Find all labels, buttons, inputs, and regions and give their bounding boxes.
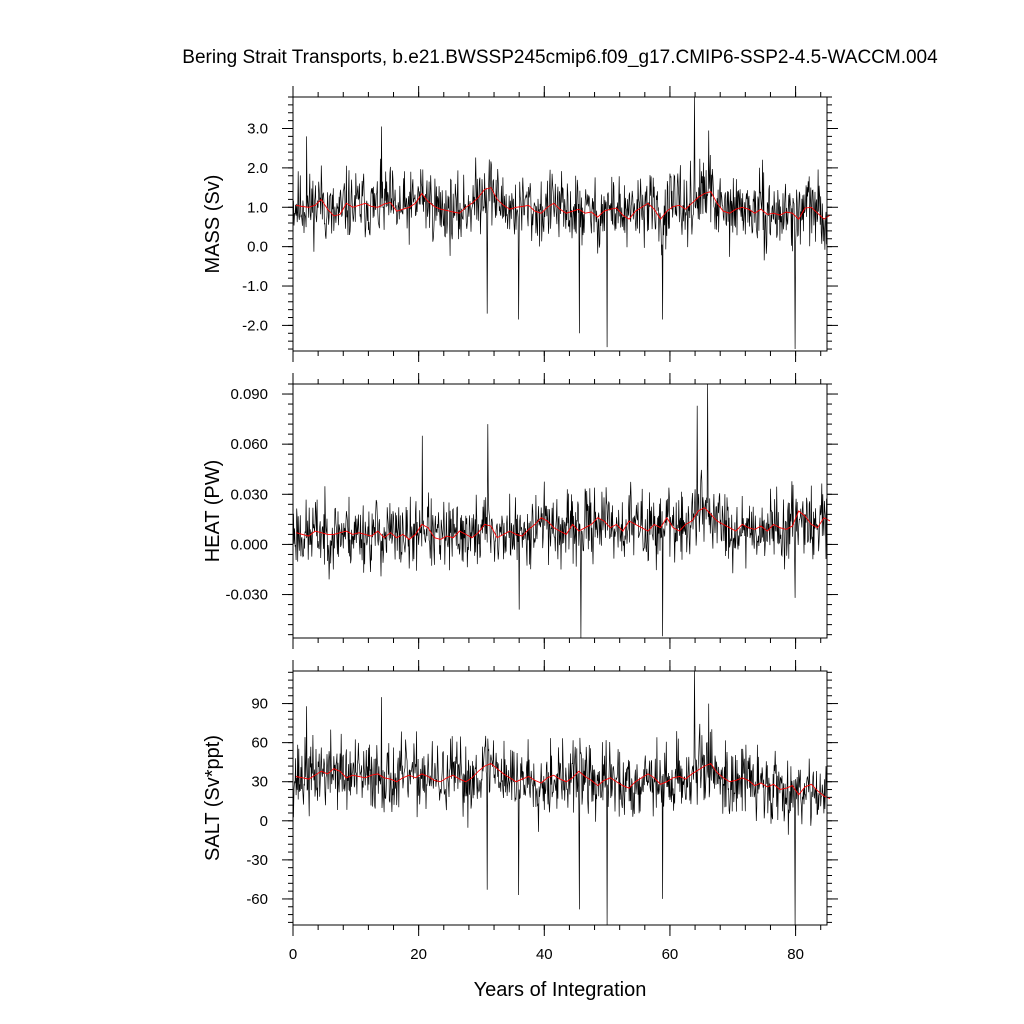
- y-tick-label: 2.0: [247, 160, 268, 177]
- y-axis-title: SALT (Sv*ppt): [202, 735, 224, 861]
- y-tick-label: 3.0: [247, 121, 268, 138]
- monthly-series-line: [292, 383, 828, 639]
- x-tick-label: 40: [536, 946, 553, 963]
- annual-mean-line: [296, 762, 831, 800]
- plot-frame: [292, 96, 828, 352]
- panel-2: 90 60 30 0 -30 -60 0 20 40 60 80 SALT (Sv*ppt) Years…: [202, 660, 838, 1001]
- y-tick-label: -2.0: [242, 317, 268, 334]
- panel-0: 3.0 2.0 1.0 0.0 -1.0 -2.0 MASS (Sv): [202, 86, 838, 362]
- y-axis-title: MASS (Sv): [202, 175, 224, 274]
- monthly-series-line: [292, 670, 828, 926]
- y-tick-label: 0.090: [230, 386, 268, 403]
- y-tick-label: -0.030: [225, 587, 268, 604]
- monthly-series-line: [292, 96, 828, 350]
- y-tick-label: -60: [246, 891, 268, 908]
- y-tick-label: 90: [251, 696, 268, 713]
- x-tick-label: 60: [662, 946, 679, 963]
- y-tick-label: 0: [260, 813, 268, 830]
- y-tick-label: 30: [251, 774, 268, 791]
- y-tick-label: 0.000: [230, 536, 268, 553]
- y-tick-label: 0.0: [247, 239, 268, 256]
- y-tick-label: 1.0: [247, 199, 268, 216]
- x-tick-label: 80: [787, 946, 804, 963]
- chart-title: Bering Strait Transports, b.e21.BWSSP245…: [182, 47, 938, 68]
- x-tick-label: 20: [410, 946, 427, 963]
- y-tick-label: -1.0: [242, 278, 268, 295]
- plot-frame: [292, 383, 828, 639]
- annual-mean-line: [296, 187, 831, 220]
- y-tick-label: 0.030: [230, 486, 268, 503]
- y-tick-label: -30: [246, 852, 268, 869]
- x-axis-title: Years of Integration: [474, 979, 647, 1001]
- plot-frame: [292, 670, 828, 926]
- x-tick-label: 0: [289, 946, 297, 963]
- y-axis-title: HEAT (PW): [202, 460, 224, 563]
- y-tick-label: 60: [251, 735, 268, 752]
- annual-mean-line: [295, 507, 831, 540]
- panel-1: 0.090 0.060 0.030 0.000 -0.030 HEAT (PW): [202, 373, 838, 649]
- y-tick-label: 0.060: [230, 436, 268, 453]
